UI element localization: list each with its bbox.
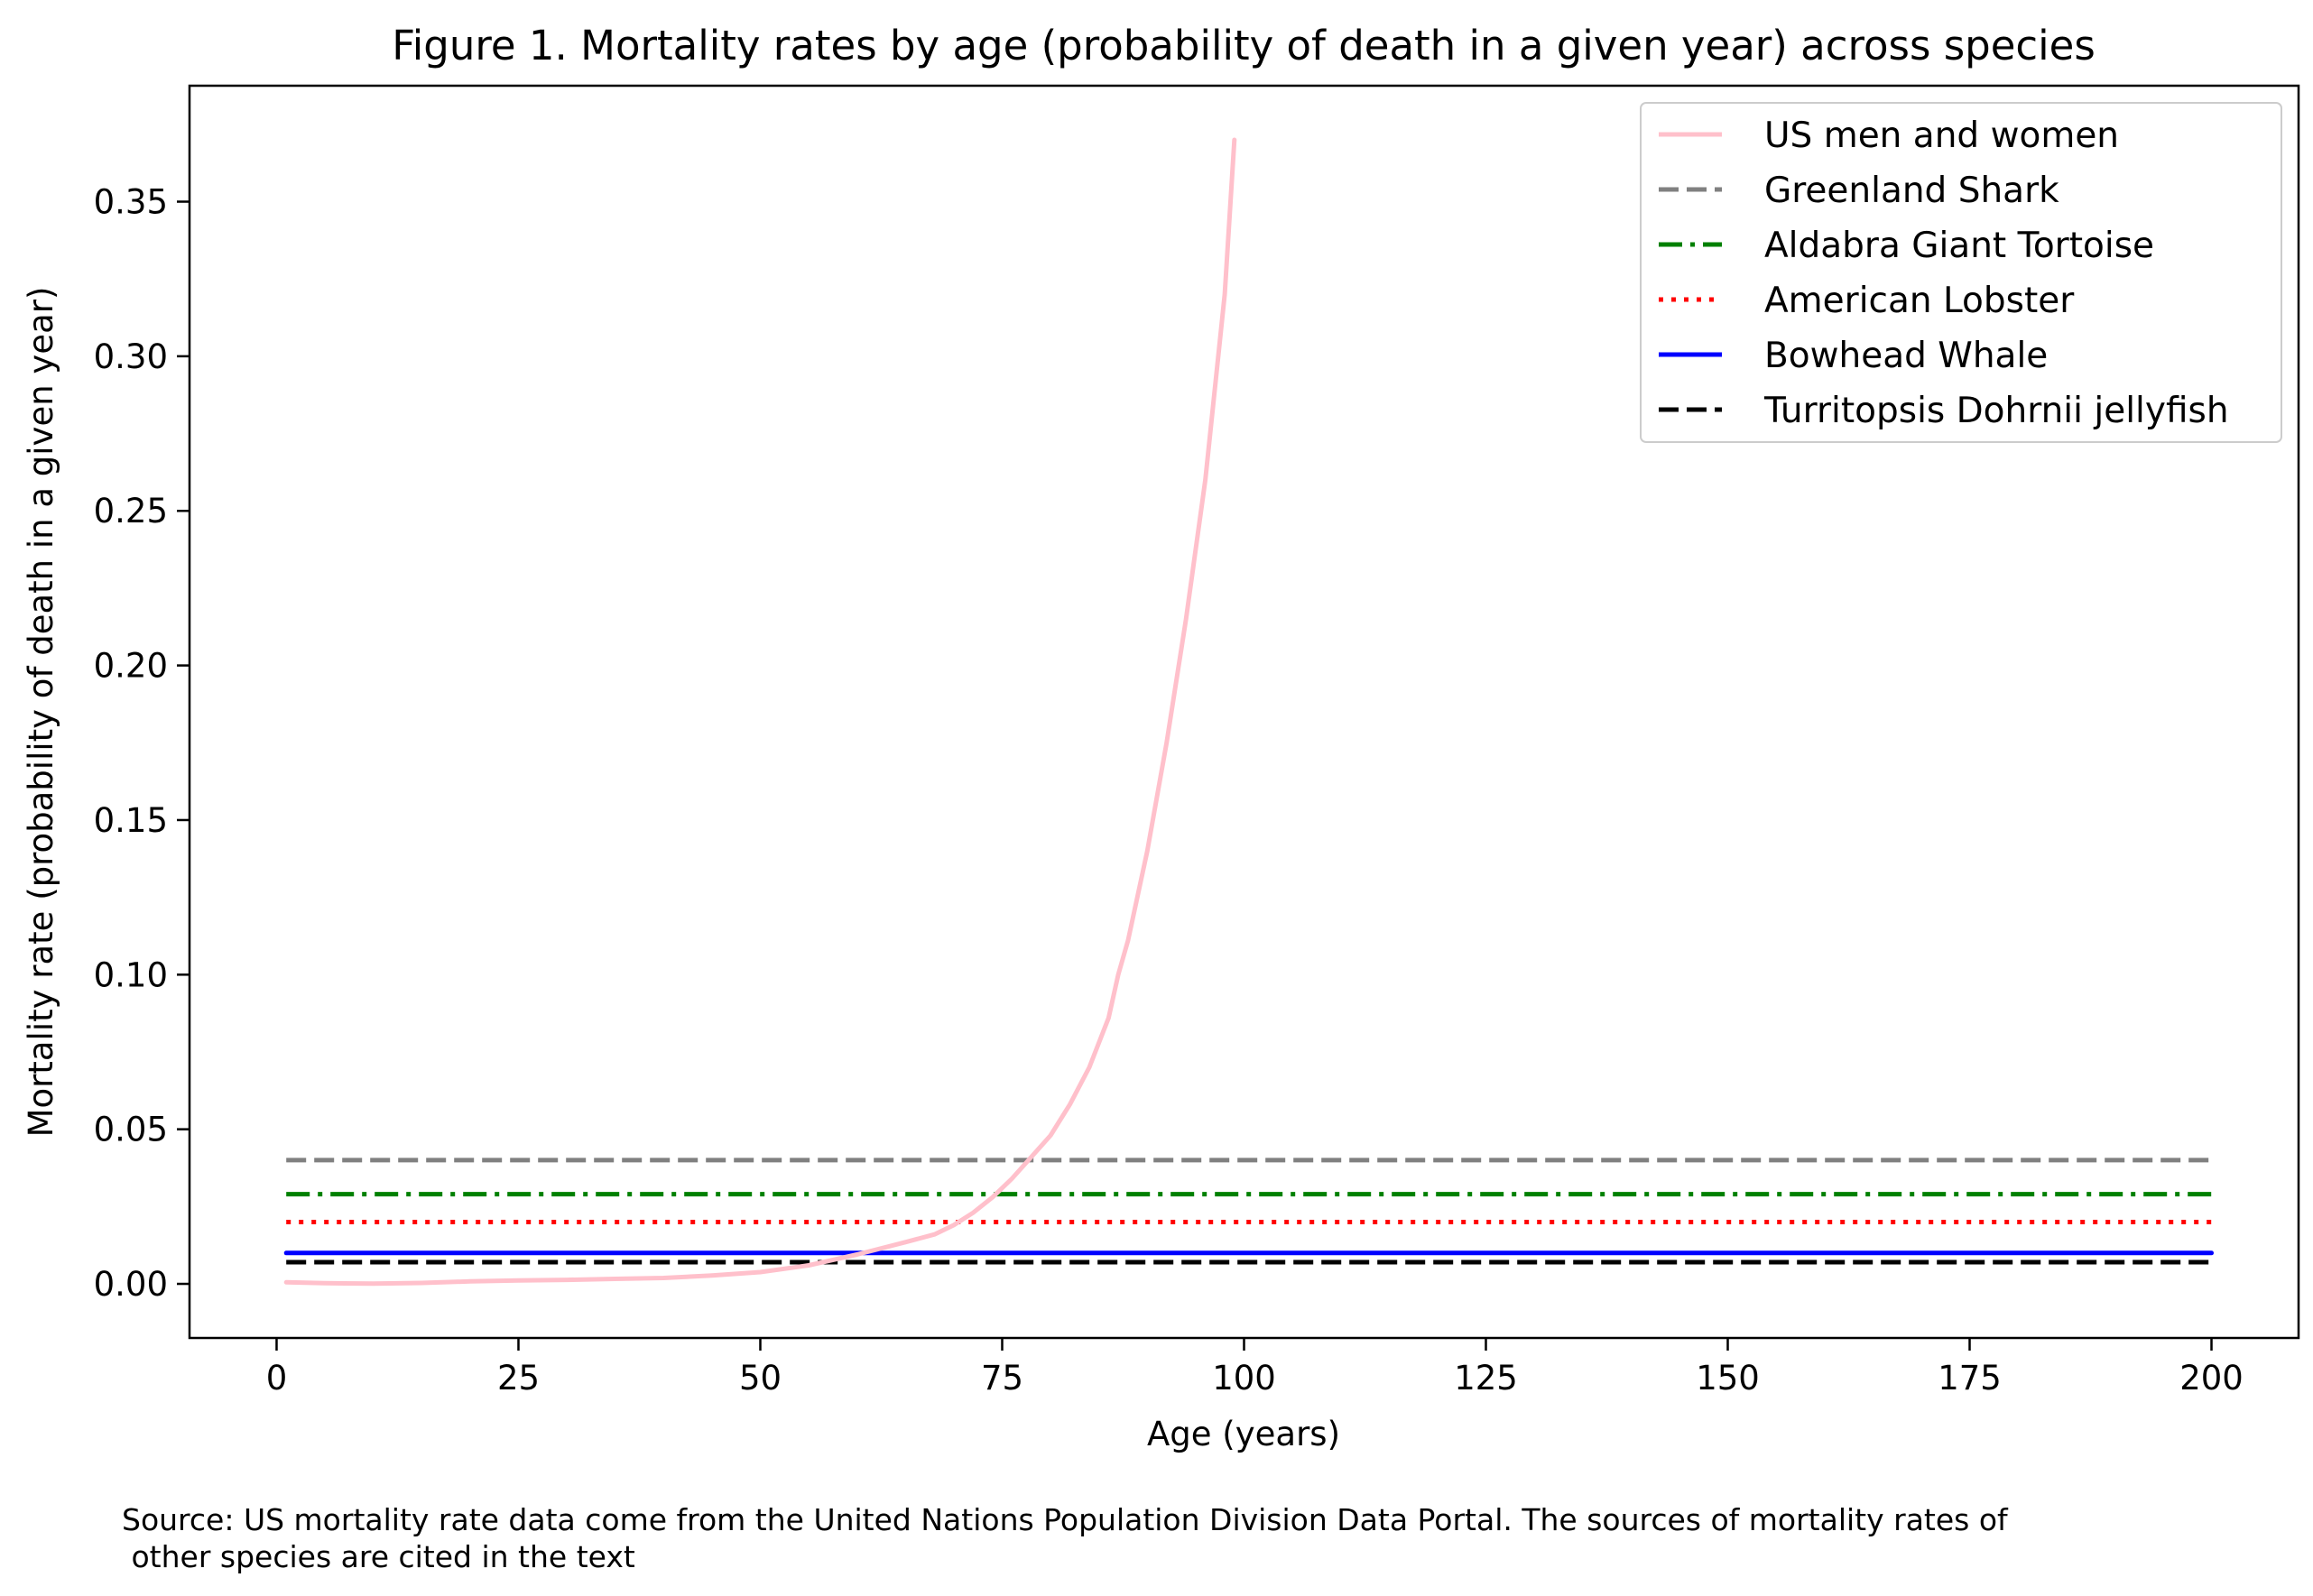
x-axis: 0 25 50 75 100 125 150 175 200 <box>266 1338 2244 1398</box>
x-axis-label: Age (years) <box>1147 1415 1340 1453</box>
legend-item-greenland-shark: Greenland Shark <box>1659 171 2059 211</box>
x-tick-label: 125 <box>1454 1359 1518 1398</box>
legend-label: Bowhead Whale <box>1764 336 2048 376</box>
legend-label: Turritopsis Dohrnii jellyfish <box>1763 391 2229 431</box>
x-tick-label: 175 <box>1938 1359 2002 1398</box>
y-tick-label: 0.10 <box>94 955 168 994</box>
y-tick-label: 0.05 <box>94 1111 168 1149</box>
legend-box <box>1640 102 2282 443</box>
y-tick-label: 0.35 <box>94 183 168 222</box>
y-axis: 0.00 0.05 0.10 0.15 0.20 0.25 0.30 0.35 <box>94 183 190 1304</box>
y-axis-label: Mortality rate (probability of death in … <box>22 287 60 1138</box>
x-tick-label: 50 <box>739 1359 782 1398</box>
x-tick-label: 150 <box>1696 1359 1760 1398</box>
y-tick-label: 0.30 <box>94 337 168 376</box>
plot-area: 0 25 50 75 100 125 150 175 200 0.000.050.100.150… <box>94 84 2300 1398</box>
legend: US men and women Greenland Shark Aldabra G… <box>1640 102 2282 443</box>
x-tick-label: 100 <box>1212 1359 1276 1398</box>
series-line-us-men-and-women <box>283 137 1237 1287</box>
x-tick-label: 25 <box>497 1359 540 1398</box>
legend-item-american-lobster: American Lobster <box>1659 281 2075 321</box>
x-tick-label: 200 <box>2179 1359 2244 1398</box>
legend-item-turritopsis-dohrnii-jellyfish: Turritopsis Dohrnii jellyfish <box>1659 391 2229 431</box>
y-tick-label: 0.15 <box>94 801 168 840</box>
legend-item-us-men-and-women: US men and women <box>1659 115 2119 156</box>
chart-title: Figure 1. Mortality rates by age (probab… <box>392 22 2096 69</box>
legend-label: American Lobster <box>1764 281 2075 321</box>
legend-item-bowhead-whale: Bowhead Whale <box>1659 336 2048 376</box>
legend-item-aldabra-giant-tortoise: Aldabra Giant Tortoise <box>1659 226 2154 266</box>
legend-label: US men and women <box>1764 115 2119 156</box>
series-layer <box>283 137 2214 1287</box>
source-note-line-1: Source: US mortality rate data come from… <box>122 1502 2009 1537</box>
x-tick-label: 75 <box>981 1359 1023 1398</box>
legend-label: Greenland Shark <box>1764 171 2059 211</box>
legend-label: Aldabra Giant Tortoise <box>1764 226 2154 266</box>
y-tick-label: 0.00 <box>94 1265 168 1304</box>
x-tick-label: 0 <box>266 1359 288 1398</box>
legend-items: US men and women Greenland Shark Aldabra G… <box>1659 115 2229 431</box>
source-note-line-2: other species are cited in the text <box>122 1539 635 1574</box>
y-tick-label: 0.20 <box>94 647 168 686</box>
y-tick-label: 0.25 <box>94 492 168 530</box>
